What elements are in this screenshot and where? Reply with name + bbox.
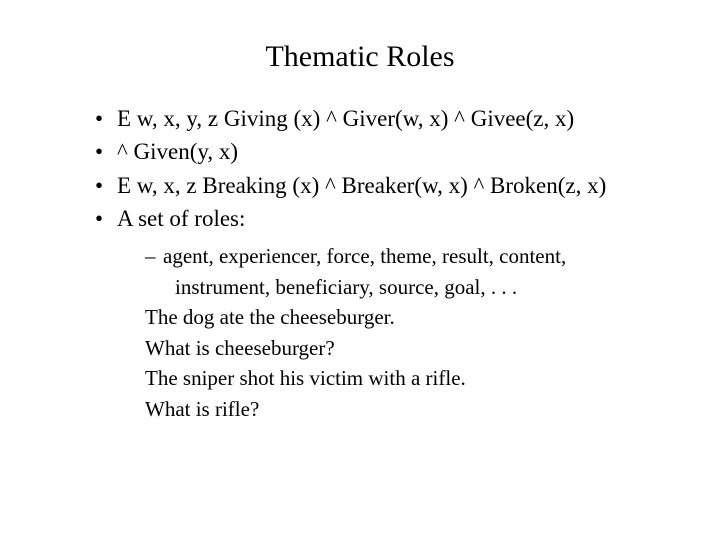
sub-item-roles: agent, experiencer, force, theme, result… [145,241,670,271]
bullet-item: ^ Given(y, x) [95,135,670,168]
bullet-item: E w, x, y, z Giving (x) ^ Giver(w, x) ^ … [95,102,670,135]
bullet-item: E w, x, z Breaking (x) ^ Breaker(w, x) ^… [95,169,670,202]
sub-item-example: The dog ate the cheeseburger. [145,302,670,332]
bullet-label: A set of roles: [117,206,245,231]
sub-item-roles-cont: instrument, beneficiary, source, goal, .… [145,272,670,302]
sub-item-example: What is rifle? [145,394,670,424]
slide-title: Thematic Roles [50,40,670,74]
sub-item-example: What is cheeseburger? [145,333,670,363]
main-bullet-list: E w, x, y, z Giving (x) ^ Giver(w, x) ^ … [50,102,670,424]
bullet-item: A set of roles: agent, experiencer, forc… [95,202,670,424]
sub-item-example: The sniper shot his victim with a rifle. [145,363,670,393]
sub-list: agent, experiencer, force, theme, result… [117,241,670,424]
